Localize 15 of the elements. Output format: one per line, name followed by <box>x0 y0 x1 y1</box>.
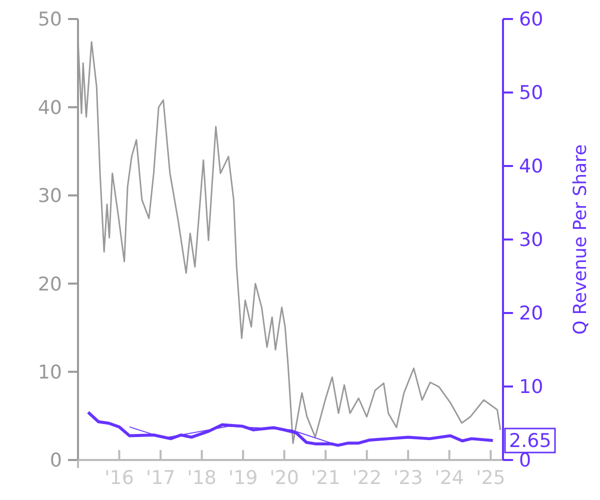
y-tick-label: 30 <box>38 185 62 208</box>
y2-tick-label: 20 <box>519 302 544 325</box>
data-label: 2.65 <box>509 430 552 452</box>
y-tick-label: 50 <box>38 8 62 31</box>
y-tick-label: 0 <box>50 450 62 472</box>
y2-tick-label: 50 <box>519 82 544 104</box>
y2-tick-label: 40 <box>519 156 544 178</box>
y-tick-label: 40 <box>38 96 62 119</box>
y-tick-label: 10 <box>38 361 62 384</box>
y-tick-label: 20 <box>38 273 62 296</box>
y2-tick-label: 10 <box>519 376 544 398</box>
y2-axis-title: Q Revenue Per Share <box>570 144 591 335</box>
y2-tick-label: 60 <box>519 8 544 31</box>
y2-tick-label: 0 <box>519 450 532 472</box>
y2-tick-label: 30 <box>519 229 544 252</box>
